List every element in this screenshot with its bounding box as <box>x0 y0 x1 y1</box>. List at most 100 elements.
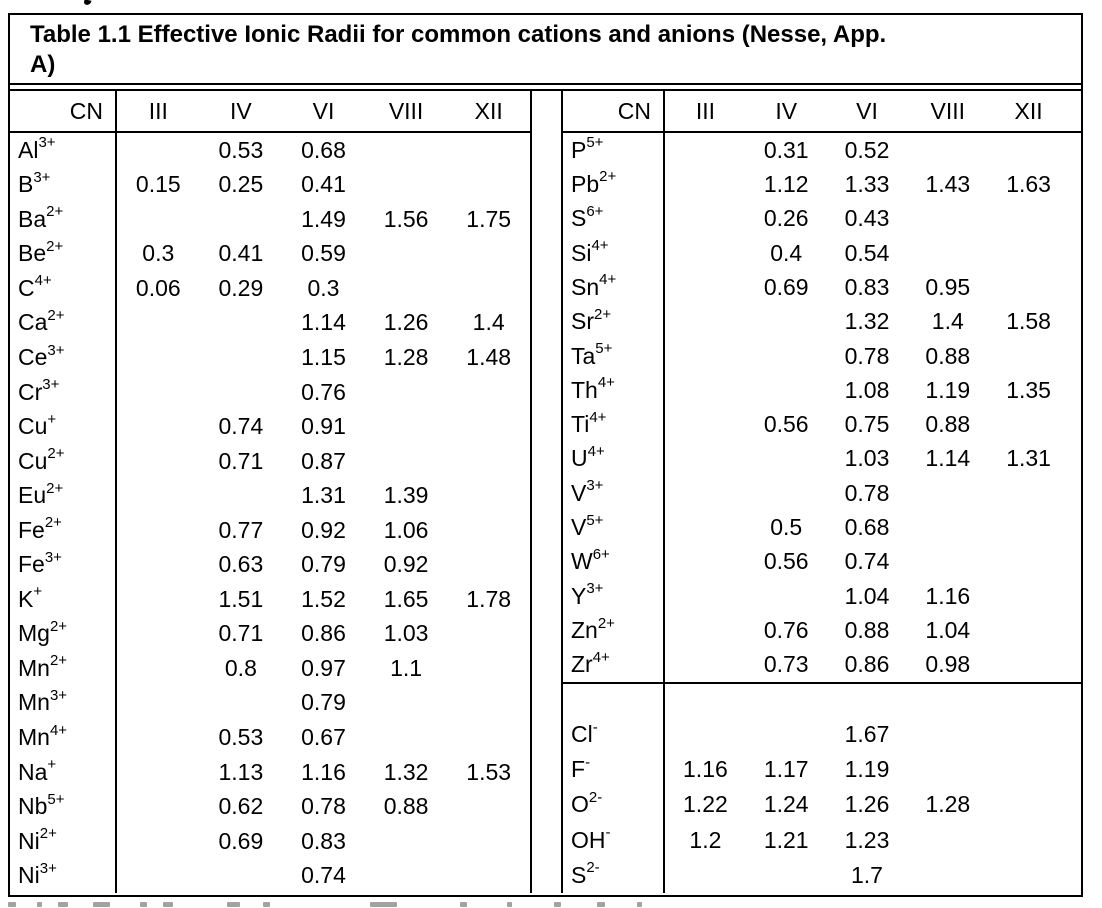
table-row: Sn 4+ 0.69 0.83 0.95 <box>563 270 1081 305</box>
radius-value-cell: 0.68 <box>301 136 346 163</box>
radius-value-cell <box>447 409 530 444</box>
ion-label: U 4+ <box>563 441 665 477</box>
radius-value-cell: 0.98 <box>925 651 971 678</box>
radius-value-cell <box>365 824 448 859</box>
radius-value-cell <box>365 271 448 306</box>
ion-label: Ce 3+ <box>10 340 117 375</box>
radius-value-cell <box>117 824 200 859</box>
radius-value-cell <box>907 823 988 858</box>
cut-off-text-fragment <box>597 902 605 907</box>
radius-value-cell: 1.75 <box>466 205 512 232</box>
radius-value-cell: 1.16 <box>925 582 971 609</box>
ion-symbol: Cu <box>18 447 48 474</box>
radius-value-cell <box>907 858 988 893</box>
radius-value-cell: 0.83 <box>301 827 346 854</box>
ion-symbol: Ni <box>18 862 40 889</box>
ion-symbol: P <box>571 136 587 163</box>
ion-symbol: U <box>571 445 588 472</box>
table-row: Zr 4+ 0.73 0.86 0.98 <box>563 647 1081 682</box>
radius-value-cell: 1.35 <box>1006 376 1051 403</box>
radius-value-cell: 1.04 <box>844 582 890 609</box>
ion-label: K + <box>10 582 117 617</box>
radius-value-cell <box>746 476 827 510</box>
table-row: Ni 2+ 0.69 0.83 <box>10 823 530 859</box>
ion-label: W 6+ <box>563 544 665 580</box>
right-cation-rows-group: P 5+ 0.31 0.52 Pb 2+ 1.12 1.33 1.43 1.63 S 6+ 0.26 0.… <box>563 133 1081 684</box>
ion-label: Ta 5+ <box>563 338 665 374</box>
table-row: Ba 2+ 1.49 1.56 1.75 <box>10 202 530 237</box>
ion-symbol: Pb <box>571 170 600 197</box>
ion-symbol: Fe <box>18 516 45 543</box>
ion-symbol: Sn <box>571 273 600 300</box>
ion-label: Cl - <box>563 717 665 753</box>
cn-header-row: CN III IV VI VIII XII <box>10 91 530 133</box>
radius-value-cell: 1.65 <box>383 585 429 612</box>
radius-value-cell <box>988 752 1069 787</box>
radius-value-cell <box>988 648 1069 682</box>
radius-value-cell: 0.78 <box>844 479 890 506</box>
table-row: Cr 3+ 0.76 <box>10 374 530 410</box>
radius-value-cell <box>365 168 448 203</box>
radius-value-cell: 0.29 <box>218 274 264 301</box>
radius-value-cell <box>447 271 530 306</box>
radius-value-cell <box>117 582 200 617</box>
radius-value-cell: 0.25 <box>218 171 264 198</box>
radius-value-cell: 0.8 <box>224 654 257 681</box>
radius-value-cell <box>365 444 448 479</box>
radius-value-cell <box>665 236 746 270</box>
ion-label: Cr 3+ <box>10 374 117 410</box>
radius-value-cell: 1.26 <box>844 791 890 818</box>
ion-symbol: Cr <box>18 378 43 405</box>
radius-value-cell: 1.1 <box>390 654 423 681</box>
ion-label: Th 4+ <box>563 373 665 408</box>
radius-value-cell <box>907 476 988 510</box>
radius-value-cell <box>117 858 200 893</box>
radius-value-cell <box>447 617 530 652</box>
radius-value-cell: 0.91 <box>301 413 346 440</box>
radius-value-cell: 0.68 <box>844 514 890 541</box>
ion-symbol: Ni <box>18 827 40 854</box>
radius-value-cell: 0.69 <box>218 827 264 854</box>
radius-value-cell: 0.88 <box>383 793 429 820</box>
cut-off-text-fragment <box>227 902 240 907</box>
radius-value-cell <box>907 545 988 579</box>
radius-value-cell <box>117 340 200 375</box>
ion-symbol: Ti <box>571 411 590 438</box>
table-row: W 6+ 0.56 0.74 <box>563 544 1081 580</box>
radius-value-cell <box>746 373 827 407</box>
radius-value-cell: 1.31 <box>1006 445 1051 472</box>
table-row: Mn 4+ 0.53 0.67 <box>10 720 530 755</box>
radius-value-cell <box>907 717 988 752</box>
radius-value-cell: 0.78 <box>301 793 346 820</box>
radius-value-cell: 1.48 <box>466 344 512 371</box>
radius-value-cell <box>665 373 746 407</box>
radius-value-cell: 1.21 <box>763 826 809 853</box>
ion-label: Zr 4+ <box>563 647 665 682</box>
radius-value-cell: 1.52 <box>301 585 346 612</box>
ion-label: Ti 4+ <box>563 407 665 442</box>
radius-value-cell: 0.3 <box>142 240 175 267</box>
cut-off-text-fragment <box>554 902 561 907</box>
cn-header-vi: VI <box>312 97 335 124</box>
radius-value-cell: 0.56 <box>763 548 809 575</box>
ion-label: Cu 2+ <box>10 443 117 479</box>
cn-header-vi: VI <box>856 97 878 124</box>
radius-value-cell: 1.53 <box>466 758 512 785</box>
ion-symbol: S <box>571 861 587 888</box>
radius-value-cell <box>117 548 200 583</box>
anion-spacer-cn-cell <box>563 684 665 717</box>
ion-symbol: K <box>18 585 34 612</box>
radius-value-cell: 0.26 <box>763 205 809 232</box>
table-row: Cu + 0.74 0.91 <box>10 409 530 444</box>
ion-symbol: Y <box>571 582 587 609</box>
radius-value-cell: 1.03 <box>383 620 429 647</box>
radius-value-cell <box>746 717 827 752</box>
radius-value-cell: 0.78 <box>844 342 890 369</box>
cn-header-row: CN III IV VI VIII XII <box>563 91 1081 133</box>
left-rows-group: Al 3+ 0.53 0.68 B 3+ 0.15 0.25 0.41 Ba 2+ 1.49 1.56 1… <box>10 133 530 893</box>
table-title-line2: A) <box>30 51 56 78</box>
radius-value-cell: 0.59 <box>301 240 346 267</box>
table-row: P 5+ 0.31 0.52 <box>563 133 1081 168</box>
radius-value-cell: 1.04 <box>925 617 971 644</box>
ion-label: Pb 2+ <box>563 167 665 202</box>
